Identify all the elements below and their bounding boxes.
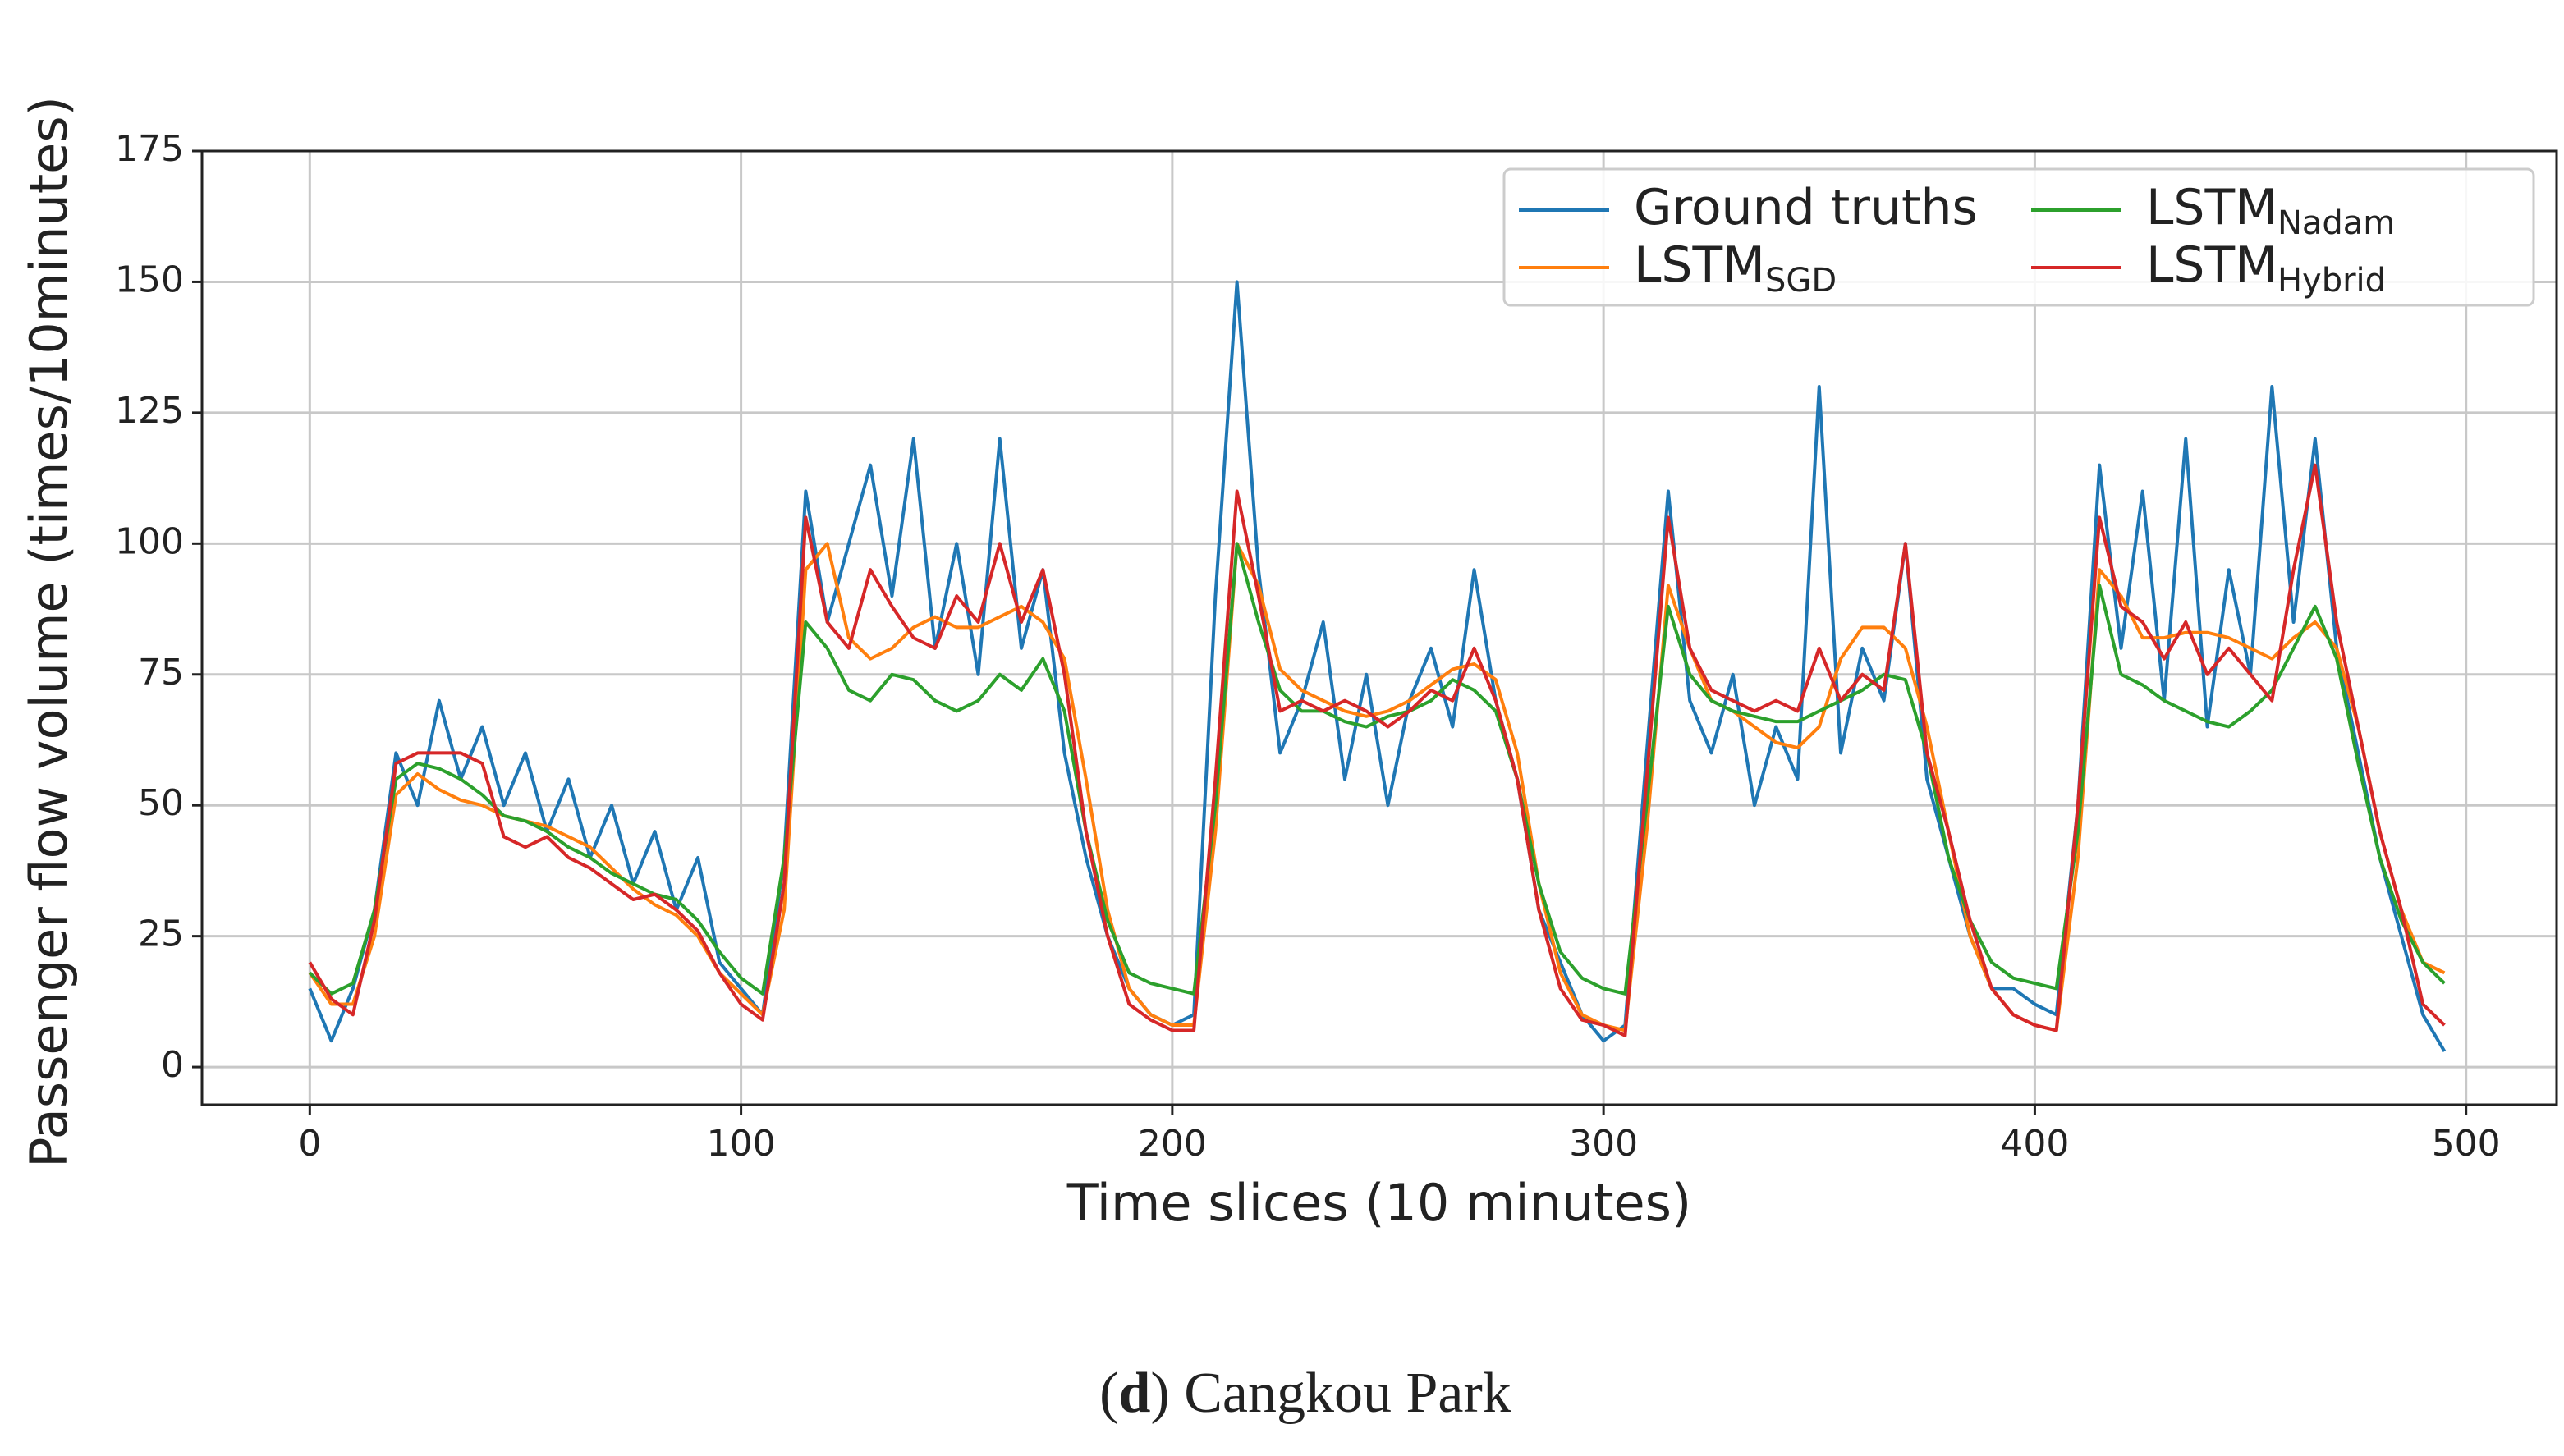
- legend-subscript: SGD: [1765, 262, 1837, 300]
- caption: (d) Cangkou Park: [1099, 1362, 1511, 1425]
- caption-part: ) Cangkou Park: [1150, 1362, 1511, 1425]
- legend-label: Ground truths: [1634, 179, 1978, 236]
- legend-name: LSTM: [2146, 236, 2277, 294]
- legend-subscript: Nadam: [2277, 204, 2395, 242]
- legend-label: LSTMHybrid: [2146, 236, 2386, 300]
- legend-label: LSTMSGD: [1634, 236, 1837, 300]
- x-tick-label: 200: [1138, 1123, 1207, 1165]
- series-line: [308, 463, 2446, 1037]
- caption-part: d: [1118, 1362, 1150, 1425]
- legend-box: [1502, 167, 2535, 307]
- legend-label: LSTMNadam: [2146, 179, 2395, 242]
- x-axis-label: Time slices (10 minutes): [1066, 1173, 1691, 1233]
- y-tick-label: 25: [138, 913, 184, 955]
- legend-name: LSTM: [2146, 179, 2277, 236]
- y-tick-label: 100: [115, 520, 184, 562]
- y-tick-label: 50: [138, 782, 184, 824]
- x-tick-label: 500: [2432, 1123, 2501, 1165]
- x-tick-label: 0: [298, 1123, 321, 1165]
- legend-name: LSTM: [1634, 236, 1765, 294]
- y-tick-label: 125: [115, 390, 184, 432]
- caption-part: (: [1099, 1362, 1118, 1425]
- legend-subscript: Hybrid: [2277, 262, 2386, 300]
- y-tick-label: 0: [161, 1044, 184, 1086]
- x-tick-label: 100: [707, 1123, 776, 1165]
- x-tick-label: 400: [2000, 1123, 2069, 1165]
- y-tick-label: 150: [115, 259, 184, 300]
- series-line: [308, 542, 2446, 996]
- y-tick-label: 175: [115, 128, 184, 170]
- legend-name: Ground truths: [1634, 179, 1978, 236]
- plot-frame: [200, 149, 2558, 1106]
- y-tick-label: 75: [138, 652, 184, 694]
- series-line: [308, 280, 2447, 1052]
- x-tick-label: 300: [1569, 1123, 1638, 1165]
- y-axis-label: Passenger flow volume (times/10minutes): [19, 96, 79, 1168]
